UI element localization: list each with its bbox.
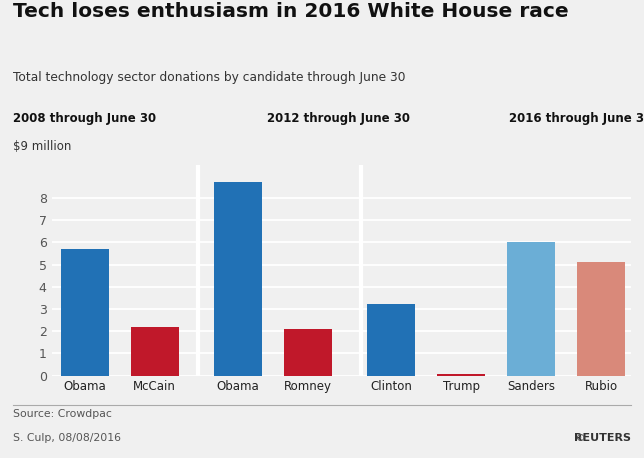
Text: Tech loses enthusiasm in 2016 White House race: Tech loses enthusiasm in 2016 White Hous… [13,2,569,21]
Bar [437,374,485,376]
Bar [577,262,625,376]
Text: S. Culp, 08/08/2016: S. Culp, 08/08/2016 [13,433,121,443]
Bar [507,242,555,376]
Text: 2012 through June 30: 2012 through June 30 [267,112,410,125]
Text: $9 million: $9 million [13,140,71,153]
Bar [284,329,332,376]
Bar [367,304,415,376]
Text: 2008 through June 30: 2008 through June 30 [13,112,156,125]
Bar [214,182,262,376]
Text: Source: Crowdpac: Source: Crowdpac [13,409,112,419]
Bar [61,249,109,376]
Text: ⊙: ⊙ [576,433,586,443]
Text: 2016 through June 30: 2016 through June 30 [509,112,644,125]
Text: Total technology sector donations by candidate through June 30: Total technology sector donations by can… [13,71,405,84]
Bar [131,327,179,376]
Text: REUTERS: REUTERS [574,433,631,443]
